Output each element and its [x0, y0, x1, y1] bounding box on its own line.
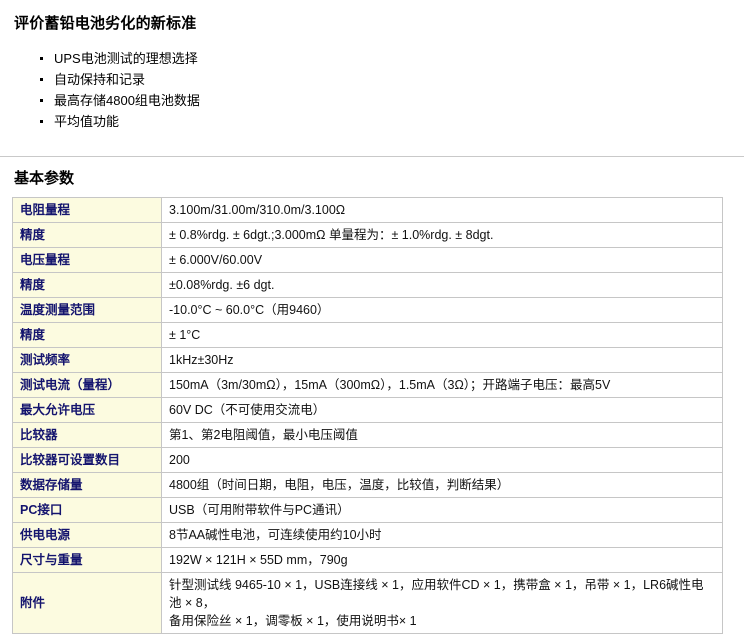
bullet-icon — [40, 120, 43, 123]
spec-label-cell: 电压量程 — [12, 247, 162, 273]
spec-label-cell: 精度 — [12, 222, 162, 248]
spec-label-cell: 比较器 — [12, 422, 162, 448]
spec-label-cell: 附件 — [12, 572, 162, 634]
spec-value-cell: 192W × 121H × 55D mm，790g — [161, 547, 723, 573]
table-row: 精度 ±0.08%rdg. ±6 dgt. — [12, 272, 723, 298]
bullet-icon — [40, 99, 43, 102]
bullet-icon — [40, 57, 43, 60]
spec-value-cell: 200 — [161, 447, 723, 473]
spec-value-cell: ± 1°C — [161, 322, 723, 348]
spec-label-cell: 最大允许电压 — [12, 397, 162, 423]
table-row: PC接口 USB（可用附带软件与PC通讯） — [12, 497, 723, 523]
table-row: 数据存储量 4800组（时间日期，电阻，电压，温度，比较值，判断结果） — [12, 472, 723, 498]
feature-item: UPS电池测试的理想选择 — [40, 48, 744, 69]
bullet-icon — [40, 78, 43, 81]
spec-value-line: 备用保险丝 × 1，调零板 × 1，使用说明书× 1 — [169, 614, 417, 628]
spec-value-cell: 3.100m/31.00m/310.0m/3.100Ω — [161, 197, 723, 223]
feature-item-label: UPS电池测试的理想选择 — [54, 51, 198, 66]
spec-value-cell: 60V DC（不可使用交流电） — [161, 397, 723, 423]
spec-value-cell: 4800组（时间日期，电阻，电压，温度，比较值，判断结果） — [161, 472, 723, 498]
spec-value-cell: -10.0°C ~ 60.0°C（用9460） — [161, 297, 723, 323]
spec-label-cell: 温度测量范围 — [12, 297, 162, 323]
table-row: 电阻量程 3.100m/31.00m/310.0m/3.100Ω — [12, 197, 723, 223]
page-title: 评价蓄铅电池劣化的新标准 — [14, 15, 197, 32]
feature-item: 最高存储4800组电池数据 — [40, 90, 744, 111]
spec-value-cell: 针型测试线 9465-10 × 1，USB连接线 × 1，应用软件CD × 1，… — [161, 572, 723, 634]
spec-label-cell: 测试频率 — [12, 347, 162, 373]
spec-value-cell: 8节AA碱性电池，可连续使用约10小时 — [161, 522, 723, 548]
table-row: 尺寸与重量 192W × 121H × 55D mm，790g — [12, 547, 723, 573]
spec-label-cell: 尺寸与重量 — [12, 547, 162, 573]
spec-table-body: 电阻量程 3.100m/31.00m/310.0m/3.100Ω 精度 ± 0.8%r… — [12, 197, 723, 634]
feature-list: UPS电池测试的理想选择 自动保持和记录最高存储4800组电池数据 平均值功能 — [14, 48, 744, 132]
spec-label-cell: 比较器可设置数目 — [12, 447, 162, 473]
spec-label-cell: 测试电流（量程） — [12, 372, 162, 398]
table-row: 测试电流（量程） 150mA（3m/30mΩ），15mA（300mΩ），1.5mA… — [12, 372, 723, 398]
table-row: 附件 针型测试线 9465-10 × 1，USB连接线 × 1，应用软件CD × … — [12, 572, 723, 634]
section-divider — [0, 156, 744, 157]
table-row: 测试频率 1kHz±30Hz — [12, 347, 723, 373]
table-row: 最大允许电压 60V DC（不可使用交流电） — [12, 397, 723, 423]
feature-item-label: 平均值功能 — [54, 114, 120, 129]
spec-label-cell: PC接口 — [12, 497, 162, 523]
spec-label-cell: 电阻量程 — [12, 197, 162, 223]
feature-item-label: 自动保持和记录 — [54, 72, 146, 87]
feature-item: 平均值功能 — [40, 111, 744, 132]
table-row: 精度 ± 1°C — [12, 322, 723, 348]
spec-value-cell: 第1、第2电阻阈值，最小电压阈值 — [161, 422, 723, 448]
spec-label-cell: 数据存储量 — [12, 472, 162, 498]
spec-value-line: 针型测试线 9465-10 × 1，USB连接线 × 1，应用软件CD × 1，… — [169, 578, 704, 610]
section-title: 基本参数 — [14, 170, 75, 187]
table-row: 供电电源 8节AA碱性电池，可连续使用约10小时 — [12, 522, 723, 548]
feature-item-label: 最高存储4800组电池数据 — [54, 93, 200, 108]
spec-value-cell: 150mA（3m/30mΩ），15mA（300mΩ），1.5mA（3Ω）；开路端… — [161, 372, 723, 398]
spec-value-cell: USB（可用附带软件与PC通讯） — [161, 497, 723, 523]
table-row: 精度 ± 0.8%rdg. ± 6dgt.;3.000mΩ 单量程为：± 1.0%… — [12, 222, 723, 248]
spec-value-cell: 1kHz±30Hz — [161, 347, 723, 373]
spec-table: 电阻量程 3.100m/31.00m/310.0m/3.100Ω 精度 ± 0.8%r… — [12, 197, 723, 634]
table-row: 比较器 第1、第2电阻阈值，最小电压阈值 — [12, 422, 723, 448]
spec-value-cell: ± 6.000V/60.00V — [161, 247, 723, 273]
feature-item: 自动保持和记录 — [40, 69, 744, 90]
spec-label-cell: 精度 — [12, 272, 162, 298]
spec-label-cell: 供电电源 — [12, 522, 162, 548]
table-row: 比较器可设置数目 200 — [12, 447, 723, 473]
spec-value-cell: ± 0.8%rdg. ± 6dgt.;3.000mΩ 单量程为：± 1.0%rd… — [161, 222, 723, 248]
spec-label-cell: 精度 — [12, 322, 162, 348]
table-row: 温度测量范围 -10.0°C ~ 60.0°C（用9460） — [12, 297, 723, 323]
table-row: 电压量程 ± 6.000V/60.00V — [12, 247, 723, 273]
intro-block: 评价蓄铅电池劣化的新标准 UPS电池测试的理想选择 自动保持和记录最高存储4800… — [0, 0, 744, 132]
spec-value-cell: ±0.08%rdg. ±6 dgt. — [161, 272, 723, 298]
